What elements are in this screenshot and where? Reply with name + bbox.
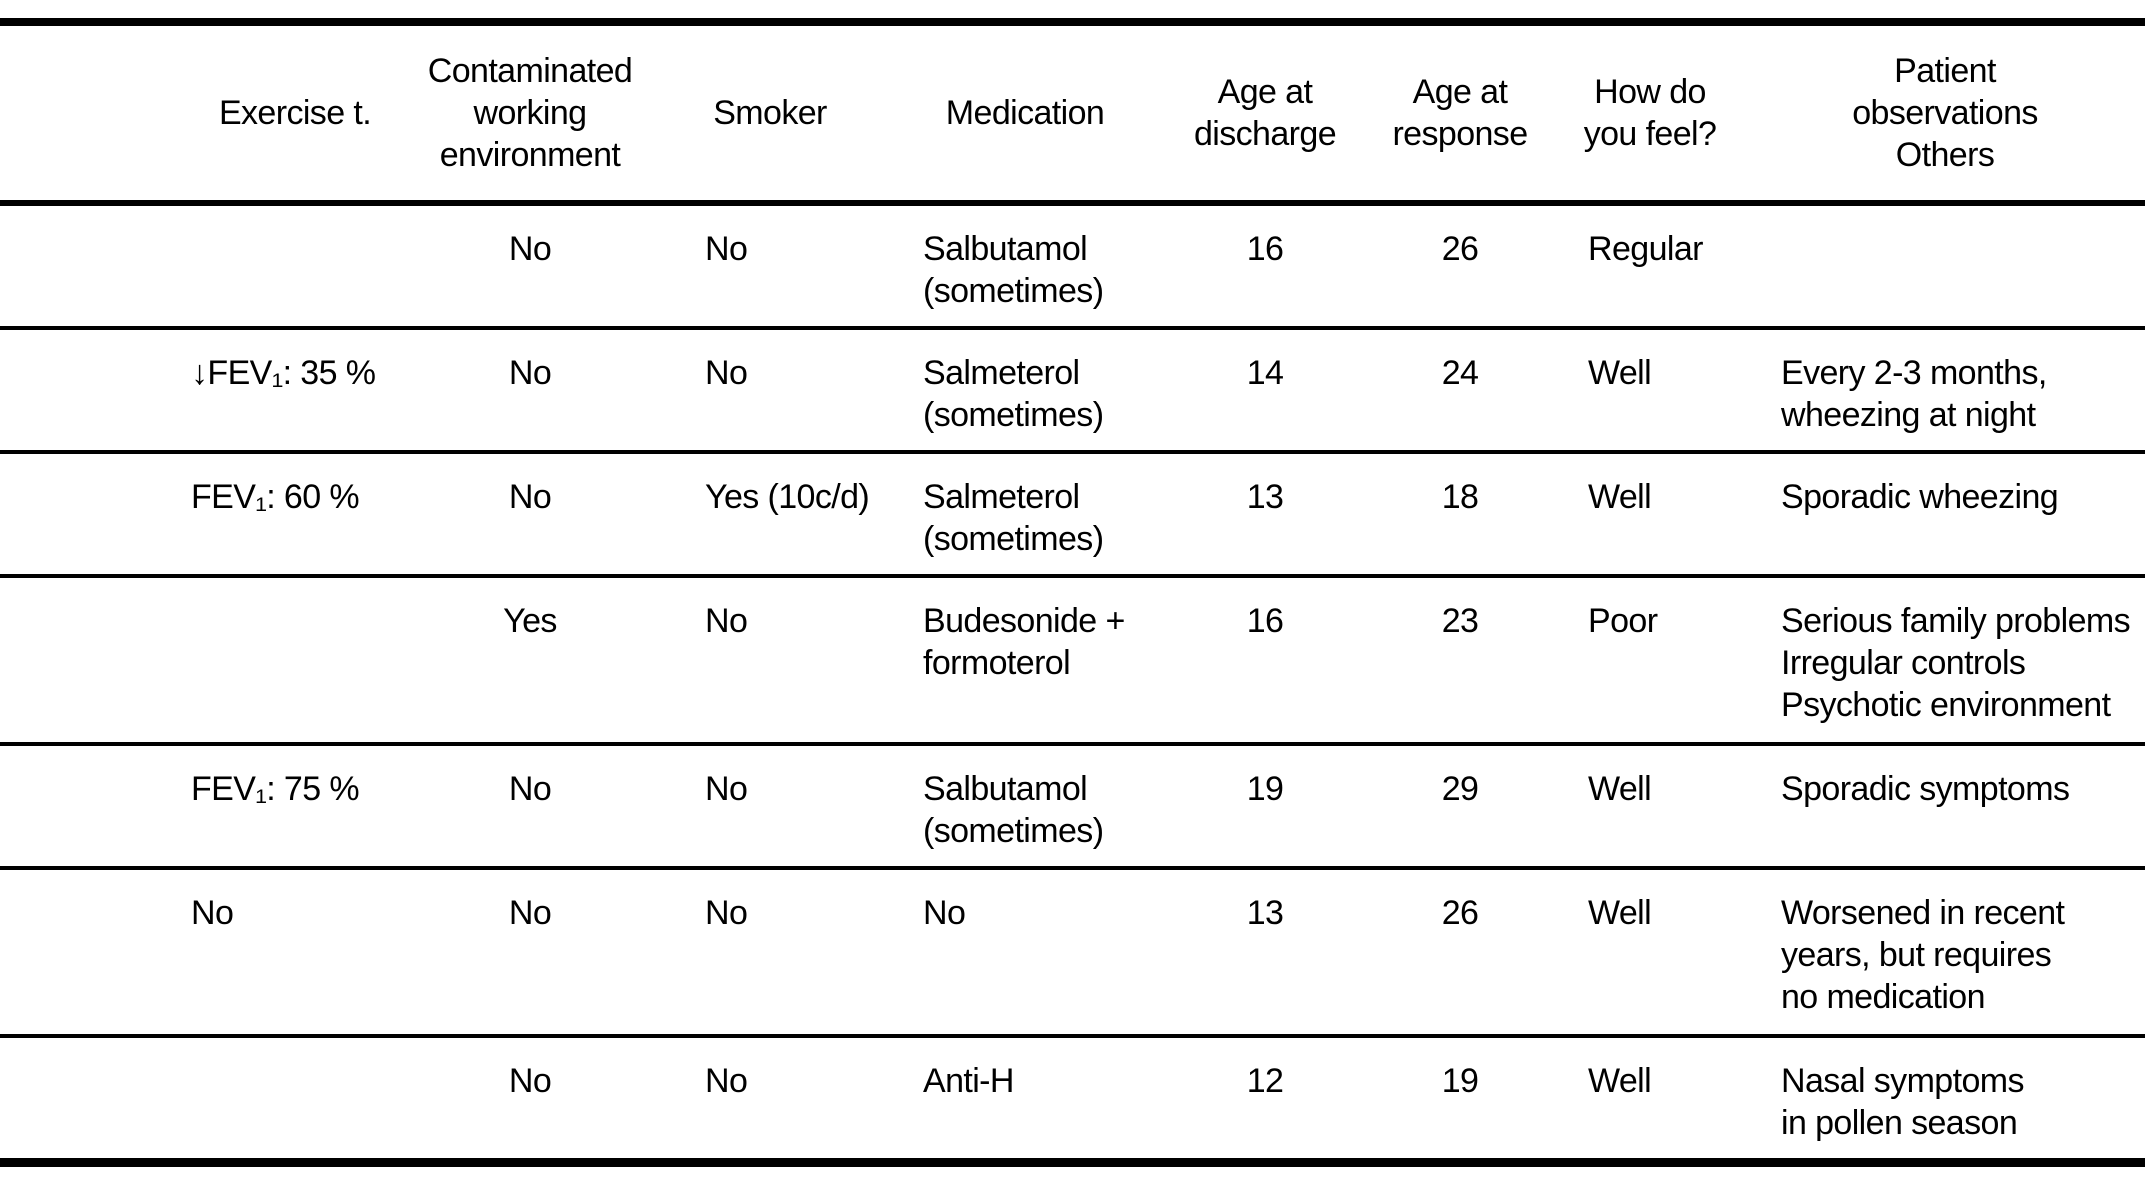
table-row: FEV₁: 75 % No No Salbutamol (sometimes) … [0, 744, 2145, 868]
table-row: No No No No 13 26 Well Worsened in recen… [0, 868, 2145, 1036]
header-exercise: Exercise t. [218, 94, 372, 132]
cell-spacer [0, 328, 185, 452]
cell-feel: Regular [1588, 230, 1703, 268]
header-age-discharge: Age at discharge [1193, 73, 1337, 153]
cell-medication: Budesonide + formoterol [923, 602, 1125, 682]
cell-environment: No [508, 230, 552, 268]
cell-spacer [0, 744, 185, 868]
cell-medication: Salmeterol (sometimes) [923, 354, 1104, 434]
cell-feel: Well [1588, 478, 1652, 516]
header-feel: How do you feel? [1583, 73, 1717, 153]
cell-exercise: ↓FEV₁: 35 % [191, 354, 376, 392]
table-row: Yes No Budesonide + formoterol 16 23 Poo… [0, 576, 2145, 744]
cell-medication: Anti-H [923, 1062, 1014, 1100]
cell-smoker: No [705, 602, 748, 640]
cell-medication: No [923, 894, 966, 932]
cell-exercise [185, 203, 405, 328]
cell-age-discharge: 16 [1246, 602, 1284, 640]
cell-environment: No [508, 354, 552, 392]
cell-observations: Serious family problems Irregular contro… [1781, 602, 2131, 724]
cell-smoker: No [705, 1062, 748, 1100]
cell-age-response: 29 [1441, 770, 1479, 808]
table-row: FEV₁: 60 % No Yes (10c/d) Salmeterol (so… [0, 452, 2145, 576]
cell-spacer [0, 576, 185, 744]
cell-observations: Worsened in recent years, but requires n… [1781, 894, 2065, 1016]
cell-feel: Poor [1588, 602, 1658, 640]
cell-exercise [185, 576, 405, 744]
cell-observations: Nasal symptoms in pollen season [1781, 1062, 2024, 1142]
cell-medication: Salbutamol (sometimes) [923, 770, 1104, 850]
cell-spacer [0, 452, 185, 576]
cell-age-discharge: 14 [1246, 354, 1284, 392]
cell-medication: Salbutamol (sometimes) [923, 230, 1104, 310]
cell-environment: Yes [503, 602, 557, 640]
cell-exercise: No [191, 894, 234, 932]
header-smoker: Smoker [713, 94, 827, 132]
cell-smoker: No [705, 354, 748, 392]
cell-age-discharge: 16 [1246, 230, 1284, 268]
cell-age-response: 19 [1441, 1062, 1479, 1100]
cell-environment: No [508, 478, 552, 516]
cell-medication: Salmeterol (sometimes) [923, 478, 1104, 558]
cell-smoker: No [705, 894, 748, 932]
cell-age-discharge: 13 [1246, 894, 1284, 932]
cell-age-response: 18 [1441, 478, 1479, 516]
cell-age-response: 26 [1441, 894, 1479, 932]
cell-feel: Well [1588, 770, 1652, 808]
table-row: ↓FEV₁: 35 % No No Salmeterol (sometimes)… [0, 328, 2145, 452]
cell-age-discharge: 19 [1246, 770, 1284, 808]
cell-observations: Sporadic symptoms [1781, 770, 2070, 808]
header-age-response: Age at response [1392, 73, 1528, 153]
cell-age-discharge: 12 [1246, 1062, 1284, 1100]
cell-observations [1745, 203, 2145, 328]
cell-feel: Well [1588, 354, 1652, 392]
cell-exercise: FEV₁: 75 % [191, 770, 360, 808]
cell-smoker: No [705, 770, 748, 808]
cell-spacer [0, 203, 185, 328]
header-spacer [0, 22, 185, 203]
header-environment: Contaminated working environment [427, 52, 633, 174]
cell-age-response: 26 [1441, 230, 1479, 268]
cell-exercise [185, 1036, 405, 1163]
cell-environment: No [508, 770, 552, 808]
header-row: Exercise t. Contaminated working environ… [0, 22, 2145, 203]
cell-age-response: 23 [1441, 602, 1479, 640]
header-observations: Patient observations Others [1852, 52, 2038, 174]
table-row: No No Anti-H 12 19 Well Nasal symptoms i… [0, 1036, 2145, 1163]
cell-age-response: 24 [1441, 354, 1479, 392]
cell-feel: Well [1588, 894, 1652, 932]
cell-observations: Every 2-3 months, wheezing at night [1781, 354, 2047, 434]
cell-smoker: No [705, 230, 748, 268]
cell-exercise: FEV₁: 60 % [191, 478, 360, 516]
cell-feel: Well [1588, 1062, 1652, 1100]
table-row: No No Salbutamol (sometimes) 16 26 Regul… [0, 203, 2145, 328]
cell-age-discharge: 13 [1246, 478, 1284, 516]
patient-followup-table: Exercise t. Contaminated working environ… [0, 18, 2145, 1167]
cell-spacer [0, 1036, 185, 1163]
cell-environment: No [508, 894, 552, 932]
cell-smoker: Yes (10c/d) [705, 478, 870, 516]
cell-spacer [0, 868, 185, 1036]
cell-environment: No [508, 1062, 552, 1100]
cell-observations: Sporadic wheezing [1781, 478, 2059, 516]
header-medication: Medication [945, 94, 1105, 132]
